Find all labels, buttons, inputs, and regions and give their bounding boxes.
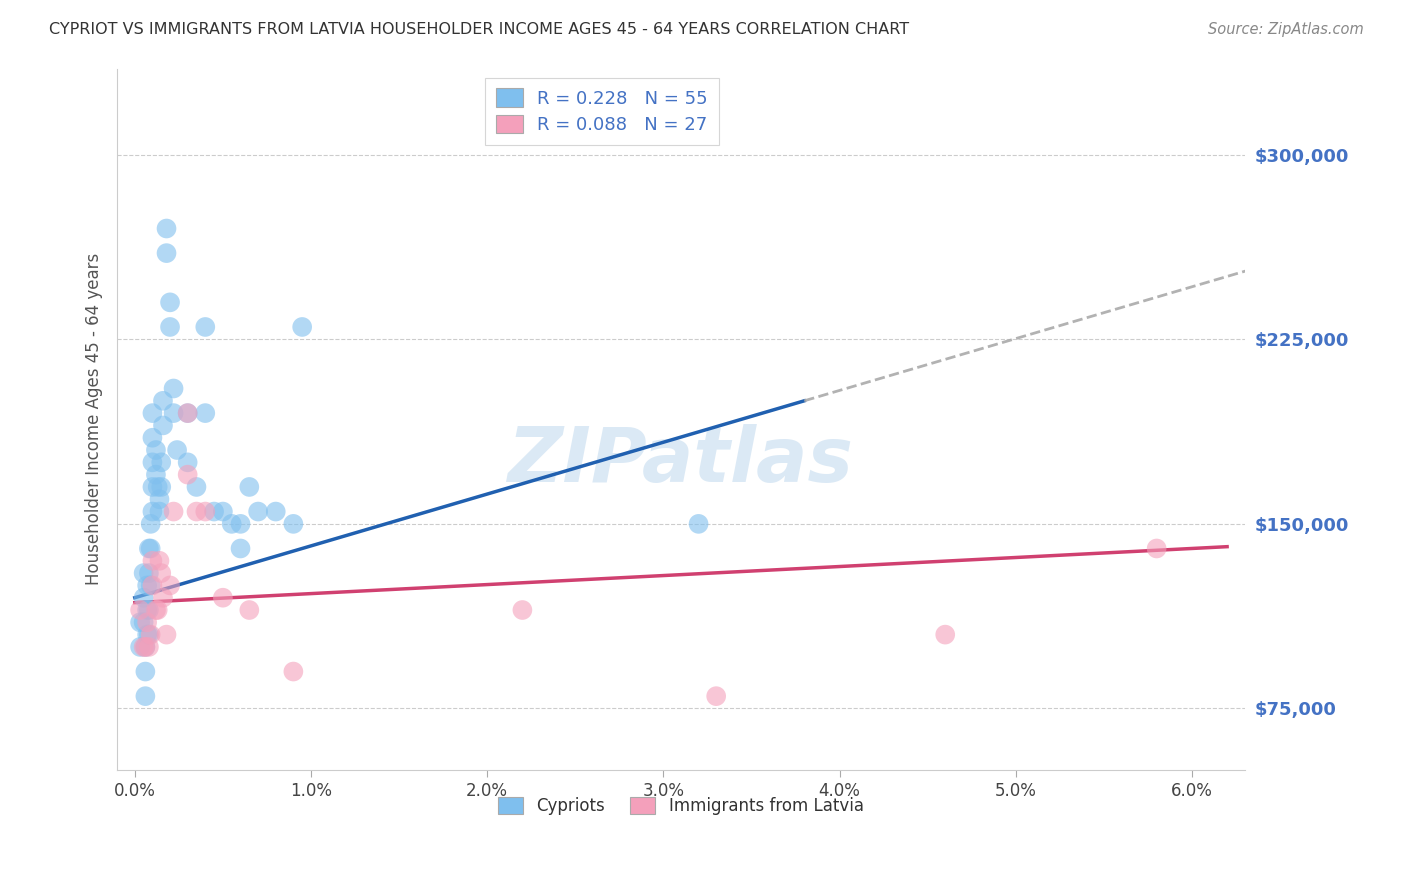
Point bbox=[162, 504, 184, 518]
Point bbox=[129, 640, 152, 654]
Point bbox=[138, 640, 160, 654]
Text: ZIPatlas: ZIPatlas bbox=[508, 425, 853, 499]
Point bbox=[238, 603, 260, 617]
Point bbox=[132, 615, 155, 630]
Point bbox=[186, 480, 208, 494]
Point bbox=[238, 480, 260, 494]
Point bbox=[155, 246, 177, 260]
Point bbox=[141, 406, 163, 420]
Point bbox=[134, 640, 156, 654]
Point bbox=[247, 504, 270, 518]
Point bbox=[221, 516, 243, 531]
Point bbox=[146, 480, 169, 494]
Point bbox=[194, 504, 217, 518]
Point bbox=[229, 516, 252, 531]
Point bbox=[291, 320, 314, 334]
Point bbox=[141, 480, 163, 494]
Point bbox=[136, 615, 159, 630]
Point bbox=[150, 455, 173, 469]
Y-axis label: Householder Income Ages 45 - 64 years: Householder Income Ages 45 - 64 years bbox=[86, 253, 103, 585]
Point bbox=[141, 455, 163, 469]
Point bbox=[129, 615, 152, 630]
Point bbox=[283, 665, 305, 679]
Point bbox=[162, 382, 184, 396]
Point bbox=[129, 603, 152, 617]
Point bbox=[141, 504, 163, 518]
Point bbox=[704, 689, 727, 703]
Point bbox=[186, 504, 208, 518]
Point bbox=[176, 406, 198, 420]
Text: Source: ZipAtlas.com: Source: ZipAtlas.com bbox=[1208, 22, 1364, 37]
Point bbox=[136, 578, 159, 592]
Point bbox=[139, 627, 162, 641]
Point bbox=[176, 406, 198, 420]
Point bbox=[138, 541, 160, 556]
Point bbox=[138, 566, 160, 580]
Point bbox=[145, 603, 167, 617]
Point bbox=[150, 480, 173, 494]
Point bbox=[212, 591, 235, 605]
Point bbox=[152, 393, 174, 408]
Point bbox=[934, 627, 956, 641]
Point bbox=[134, 665, 156, 679]
Point bbox=[688, 516, 710, 531]
Point bbox=[152, 418, 174, 433]
Point bbox=[132, 566, 155, 580]
Point bbox=[134, 640, 156, 654]
Point bbox=[1146, 541, 1168, 556]
Point bbox=[229, 541, 252, 556]
Point bbox=[148, 492, 170, 507]
Point bbox=[176, 467, 198, 482]
Point bbox=[194, 320, 217, 334]
Point bbox=[202, 504, 225, 518]
Point bbox=[145, 467, 167, 482]
Point bbox=[132, 640, 155, 654]
Point bbox=[136, 627, 159, 641]
Point bbox=[139, 541, 162, 556]
Point bbox=[141, 578, 163, 592]
Point bbox=[264, 504, 287, 518]
Point bbox=[152, 591, 174, 605]
Point bbox=[194, 406, 217, 420]
Point bbox=[159, 320, 181, 334]
Point bbox=[148, 504, 170, 518]
Point bbox=[145, 443, 167, 458]
Point bbox=[150, 566, 173, 580]
Point bbox=[132, 591, 155, 605]
Text: CYPRIOT VS IMMIGRANTS FROM LATVIA HOUSEHOLDER INCOME AGES 45 - 64 YEARS CORRELAT: CYPRIOT VS IMMIGRANTS FROM LATVIA HOUSEH… bbox=[49, 22, 910, 37]
Point bbox=[146, 603, 169, 617]
Point bbox=[138, 627, 160, 641]
Point bbox=[134, 689, 156, 703]
Point bbox=[138, 603, 160, 617]
Point bbox=[176, 455, 198, 469]
Legend: Cypriots, Immigrants from Latvia: Cypriots, Immigrants from Latvia bbox=[488, 787, 873, 825]
Point bbox=[139, 516, 162, 531]
Point bbox=[155, 221, 177, 235]
Point bbox=[141, 431, 163, 445]
Point bbox=[212, 504, 235, 518]
Point bbox=[512, 603, 534, 617]
Point bbox=[166, 443, 188, 458]
Point bbox=[159, 295, 181, 310]
Point bbox=[141, 554, 163, 568]
Point bbox=[139, 578, 162, 592]
Point bbox=[159, 578, 181, 592]
Point bbox=[162, 406, 184, 420]
Point bbox=[283, 516, 305, 531]
Point bbox=[148, 554, 170, 568]
Point bbox=[155, 627, 177, 641]
Point bbox=[136, 603, 159, 617]
